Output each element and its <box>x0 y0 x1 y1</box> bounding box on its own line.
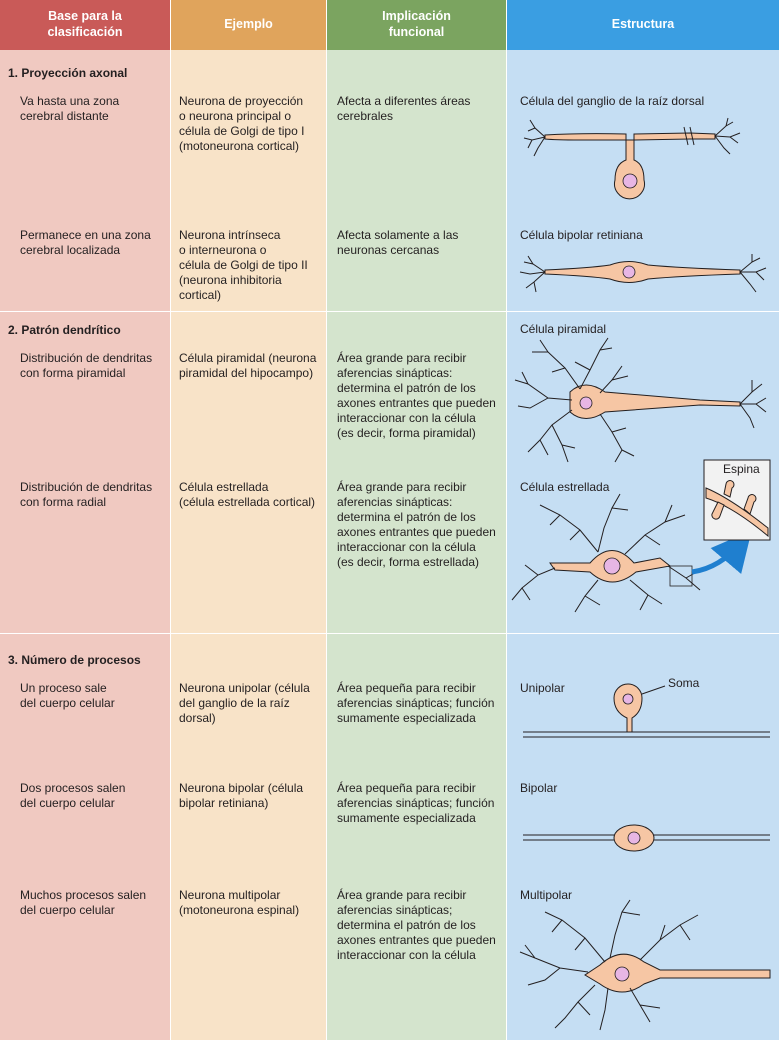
basis-text: Permanece en una zona cerebral localizad… <box>20 228 151 257</box>
structure-label: Célula piramidal <box>520 322 607 336</box>
header-implication: Implicación funcional <box>327 0 506 50</box>
structure-label: Unipolar <box>520 681 565 695</box>
multipolar-illustration <box>519 899 771 1031</box>
implication-text: Área grande para recibir aferencias siná… <box>337 351 496 440</box>
implication-text: Área grande para recibir aferencias siná… <box>337 888 496 962</box>
section-divider <box>0 633 779 634</box>
basis-text: Distribución de dendritas con forma radi… <box>20 480 153 509</box>
section-divider <box>0 311 779 312</box>
basis-text: Muchos procesos salen del cuerpo celular <box>20 888 147 917</box>
implication-text: Área pequeña para recibir aferencias sin… <box>337 681 495 725</box>
header-example: Ejemplo <box>171 0 326 50</box>
soma-label: Soma <box>668 676 700 690</box>
basis-text: Un proceso sale del cuerpo celular <box>20 681 115 710</box>
basis-text: Distribución de dendritas con forma pira… <box>20 351 153 380</box>
section-title-processes: 3. Número de procesos <box>8 653 141 667</box>
implication-text: Afecta solamente a las neuronas cercanas <box>337 228 459 257</box>
implication-text: Área grande para recibir aferencias siná… <box>337 480 496 569</box>
header-structure: Estructura <box>507 0 779 50</box>
example-text: Neurona intrínseca o interneurona o célu… <box>179 228 308 302</box>
example-text: Neurona bipolar (célula bipolar retinian… <box>179 781 304 810</box>
bipolar-illustration <box>523 824 770 852</box>
structure-label: Célula estrellada <box>520 480 610 494</box>
dorsal-root-ganglion-illustration <box>523 117 741 200</box>
header-basis: Base para la clasificación <box>0 0 170 50</box>
example-column <box>171 0 326 1040</box>
stellate-cell-illustration <box>511 459 771 613</box>
implication-text: Afecta a diferentes áreas cerebrales <box>337 94 471 123</box>
example-text: Neurona unipolar (célula del ganglio de … <box>179 681 310 725</box>
structure-label: Célula bipolar retiniana <box>520 228 643 242</box>
example-text: Célula estrellada (célula estrellada cor… <box>179 480 316 509</box>
example-text: Célula piramidal (neurona piramidal del … <box>179 351 317 380</box>
spine-label: Espina <box>723 462 760 476</box>
basis-text: Va hasta una zona cerebral distante <box>20 94 120 123</box>
pyramidal-cell-illustration <box>514 337 767 463</box>
example-text: Neurona de proyección o neurona principa… <box>179 94 305 153</box>
structure-label: Multipolar <box>520 888 573 902</box>
example-text: Neurona multipolar (motoneurona espinal) <box>179 888 300 917</box>
implication-column <box>327 0 506 1040</box>
section-title-axonal: 1. Proyección axonal <box>8 66 128 80</box>
implication-text: Área pequeña para recibir aferencias sin… <box>337 781 495 825</box>
structure-label: Célula del ganglio de la raíz dorsal <box>520 94 705 108</box>
structure-label: Bipolar <box>520 781 558 795</box>
section-title-dendritic: 2. Patrón dendrítico <box>8 323 121 337</box>
basis-column <box>0 0 170 1040</box>
retinal-bipolar-illustration <box>519 254 767 293</box>
unipolar-illustration <box>523 683 770 738</box>
basis-text: Dos procesos salen del cuerpo celular <box>20 781 126 810</box>
